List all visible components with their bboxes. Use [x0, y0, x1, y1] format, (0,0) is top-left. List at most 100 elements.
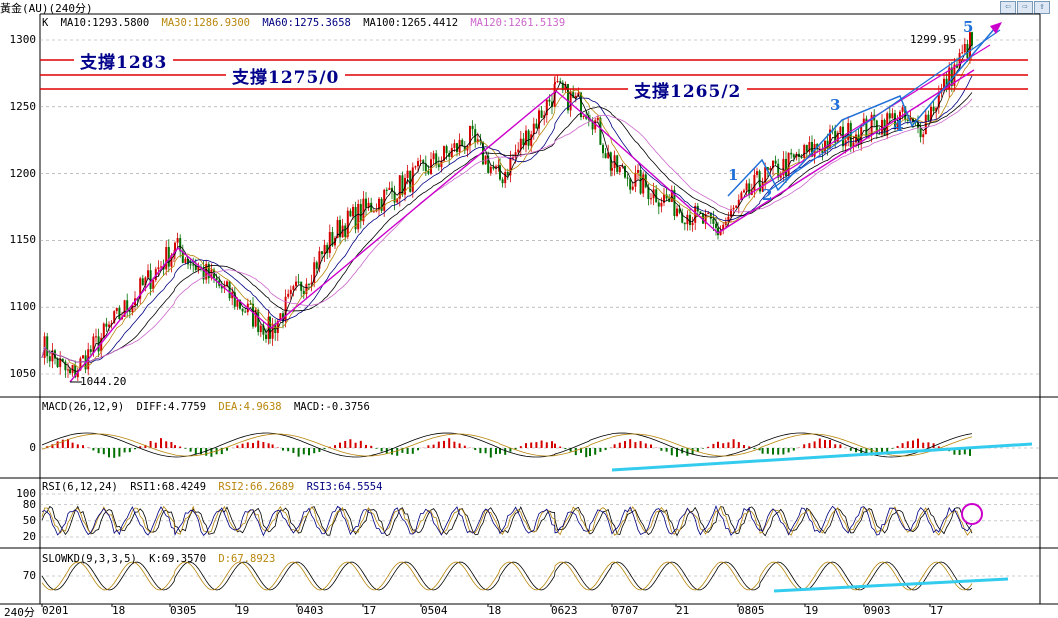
candle-body	[772, 160, 774, 168]
candle-body	[144, 277, 147, 286]
candle-body	[202, 267, 205, 280]
x-tick-label: 0805	[738, 604, 765, 617]
candle-body	[554, 82, 556, 85]
x-tick-label: 0707	[612, 604, 639, 617]
candle-body	[492, 166, 495, 169]
candle-body	[398, 175, 401, 199]
candle-body	[54, 350, 56, 359]
candle-body	[740, 192, 743, 200]
candle-body	[650, 198, 652, 200]
candle-body	[213, 269, 215, 279]
candle-body	[878, 133, 881, 135]
wave-label-4: 4	[893, 117, 904, 135]
candle-body	[774, 160, 777, 164]
candle-body	[326, 244, 329, 254]
y-tick-label: 1050	[9, 367, 37, 380]
k-label: K	[42, 17, 49, 29]
candle-body	[318, 251, 321, 269]
candle-body	[836, 132, 839, 143]
candle-body	[59, 358, 62, 368]
x-tick-label: 21	[676, 604, 690, 617]
candle-body	[427, 170, 430, 174]
candle-body	[308, 283, 310, 285]
candle-body	[56, 358, 59, 368]
candle-body	[197, 266, 200, 270]
candle-body	[437, 164, 440, 168]
rsi2-line	[41, 505, 973, 536]
candle-body	[422, 160, 425, 164]
candle-body	[321, 251, 323, 255]
rsi-y-tick: 80	[22, 497, 36, 511]
candle-body	[522, 138, 525, 146]
candle-body	[336, 220, 339, 238]
candle-body	[517, 149, 520, 153]
candle-body	[323, 244, 326, 255]
candle-body	[689, 214, 691, 226]
candle-body	[769, 167, 772, 171]
candle-body	[295, 281, 297, 287]
candle-body	[79, 358, 82, 371]
price-panel-header: K MA10:1293.5800 MA30:1286.9300 MA60:127…	[42, 17, 571, 29]
candle-body	[637, 169, 639, 173]
macd-name: MACD(26,12,9)	[42, 401, 125, 413]
candle-body	[737, 199, 740, 206]
kd-panel-header: SLOWKD(9,3,3,5) K:69.3570 D:67.8923	[42, 553, 281, 565]
candle-body	[102, 323, 105, 338]
rsi-y-tick: 50	[22, 513, 36, 527]
candle-body	[215, 278, 218, 281]
candle-body	[787, 152, 790, 176]
candle-body	[852, 142, 855, 147]
candle-body	[559, 81, 562, 83]
candle-body	[556, 81, 559, 83]
support-label-1275: 支撐1275/0	[226, 63, 346, 88]
candle-body	[51, 350, 54, 362]
candle-body	[149, 270, 152, 289]
candle-body	[678, 208, 681, 213]
candle-body	[432, 153, 435, 160]
candle-body	[448, 153, 451, 157]
candle-body	[344, 225, 347, 237]
candle-body	[233, 292, 236, 307]
kd-name: SLOWKD(9,3,3,5)	[42, 553, 137, 565]
candle-body	[346, 210, 349, 237]
candle-body	[715, 223, 717, 228]
candle-body	[683, 222, 686, 225]
candle-body	[969, 32, 971, 59]
candle-body	[732, 207, 735, 210]
candle-body	[607, 152, 610, 159]
candle-body	[906, 120, 909, 122]
candle-body	[300, 281, 303, 291]
candle-body	[919, 128, 922, 138]
macd-trend-line	[611, 442, 1033, 472]
candle-body	[115, 308, 118, 312]
candle-body	[383, 189, 386, 211]
candle-body	[67, 369, 69, 371]
candle-body	[943, 78, 945, 89]
candle-body	[184, 258, 187, 263]
candle-body	[411, 167, 414, 192]
candle-body	[160, 266, 162, 268]
candle-body	[870, 114, 873, 136]
candle-body	[471, 125, 474, 130]
candle-body	[254, 309, 257, 327]
candle-body	[764, 167, 767, 183]
candle-body	[839, 126, 842, 133]
candle-body	[64, 361, 67, 371]
candle-body	[509, 157, 512, 176]
kd-k-value: K:69.3570	[149, 553, 207, 565]
candle-body	[495, 166, 497, 169]
candle-body	[141, 278, 144, 286]
candle-body	[572, 92, 575, 98]
candle-body	[506, 172, 509, 176]
candle-body	[194, 265, 197, 270]
maximize-button[interactable]: ⇪	[1034, 1, 1050, 14]
macd-y-tick: 0	[29, 441, 36, 454]
candle-body	[176, 238, 179, 243]
candle-body	[339, 220, 341, 238]
rsi1-line	[41, 505, 973, 537]
candle-body	[702, 213, 704, 224]
kd-y-tick: 70	[22, 569, 36, 582]
candle-body	[487, 155, 490, 173]
candle-body	[567, 84, 569, 111]
